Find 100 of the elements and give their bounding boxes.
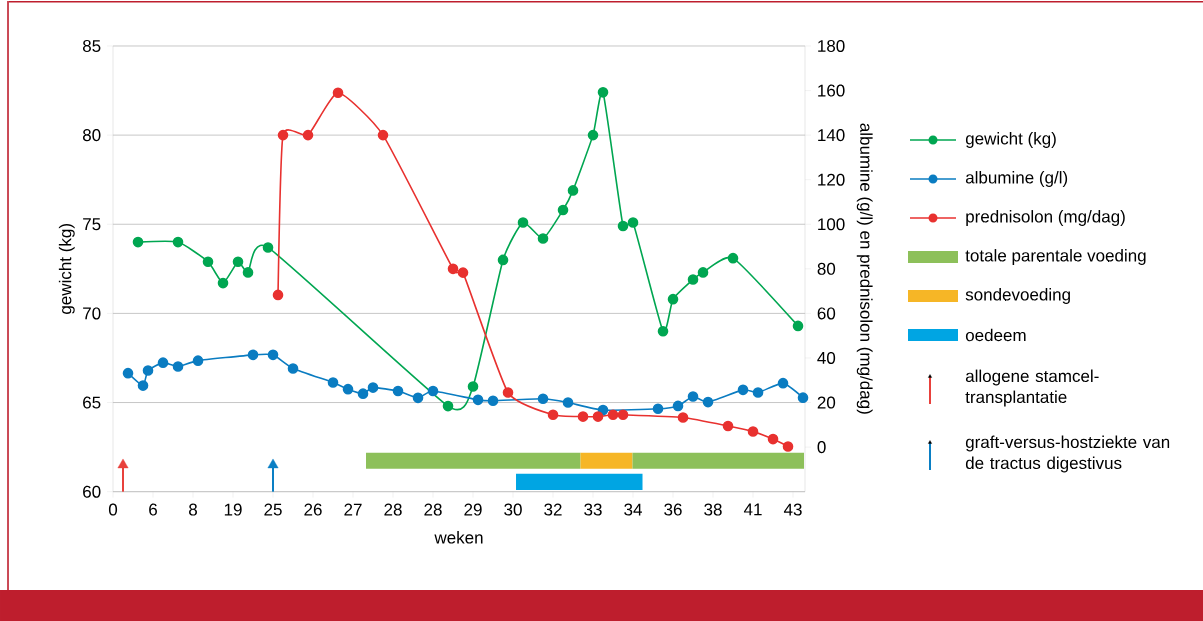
point [427,385,439,397]
point [767,433,779,445]
legend-label: allogene stamcel-transplantatie [965,369,1099,407]
point [367,382,379,393]
y2-tick-label: 20 [817,396,836,409]
x-tick-label: 33 [584,503,602,516]
x-tick-label: 26 [304,503,322,516]
point [327,377,339,388]
y2-tick-label: 100 [818,218,845,231]
point [747,426,759,437]
point [687,274,699,285]
point [377,129,389,141]
point [687,391,699,402]
point [782,441,794,452]
point [777,377,789,389]
y2-tick-label: 60 [817,307,836,320]
point [617,220,629,232]
point [457,267,469,278]
x-tick-label: 34 [624,503,642,516]
point [472,394,484,406]
x-tick-label: 29 [464,503,482,516]
point [737,384,749,396]
point [412,392,424,404]
y2-tick-label: 40 [817,351,836,364]
y2-tick-label: 140 [818,129,845,142]
point [132,236,144,248]
point [702,396,714,408]
point [667,293,679,305]
point [627,217,639,228]
y2-tick-label: 120 [818,173,845,186]
text: totale parentale voeding [965,249,1146,265]
point [697,267,709,278]
legend-label: gewicht (kg) [965,132,1056,148]
legend-label: graft-versus-hostziekte van de tractus digestivus [965,435,1170,473]
x-tick-label: 25 [264,503,282,516]
x-tick-label: 28 [384,503,402,516]
y2-tick-label: 160 [818,84,845,97]
point [142,365,154,376]
x-tick-label: 6 [149,503,157,516]
point [537,393,549,405]
point [497,254,509,266]
point [202,256,214,267]
y2-axis-title: albumine (g/l) en prednisolon (mg/dag) [856,123,873,414]
point [592,411,604,422]
point [727,252,739,264]
x-tick-label: 28 [424,503,442,516]
y-tick-label: 65 [83,396,101,409]
point [517,217,529,228]
point [392,385,404,397]
point [247,349,259,361]
point [287,363,299,374]
point [267,458,279,469]
point [537,233,549,244]
y-tick-label: 85 [82,39,101,53]
point [117,458,129,469]
point [232,256,244,267]
point [617,409,629,421]
point [122,367,134,379]
x-tick-label: 0 [108,503,118,516]
point [467,381,479,392]
point [357,388,369,399]
point [557,204,569,216]
legend-label: albumine (g/l) [965,171,1068,187]
point [272,289,284,301]
y-tick-label: 70 [83,307,101,320]
point [172,236,184,248]
point [502,387,514,398]
legend-label: prednisolon (mg/dag) [966,210,1125,226]
x-tick-label: 8 [189,503,197,516]
point [442,400,454,412]
x-tick-label: 41 [743,503,762,516]
point [657,325,669,337]
point [342,383,354,395]
point [277,129,289,141]
y-tick-label: 75 [83,218,101,231]
point [562,397,574,408]
y-tick-label: 60 [83,485,101,498]
y2-tick-label: 80 [817,262,836,275]
point [487,395,499,407]
point [267,349,279,361]
y-tick-label: 80 [82,129,101,142]
point [172,361,184,372]
y2-tick-label: 0 [817,441,826,454]
point [217,277,229,289]
x-tick-label: 27 [344,503,362,516]
point [607,409,619,421]
point [587,129,599,141]
point [137,380,149,391]
point [652,403,664,415]
point [302,129,314,141]
point [262,242,274,253]
x-tick-label: 19 [224,503,242,516]
point [597,87,609,98]
x-tick-label: 43 [783,503,802,516]
point [332,87,344,99]
point [672,400,684,412]
x-tick-label: 32 [544,503,562,516]
point [722,420,734,432]
text: oedeem [965,328,1026,342]
x-axis-title: weken [434,531,483,544]
